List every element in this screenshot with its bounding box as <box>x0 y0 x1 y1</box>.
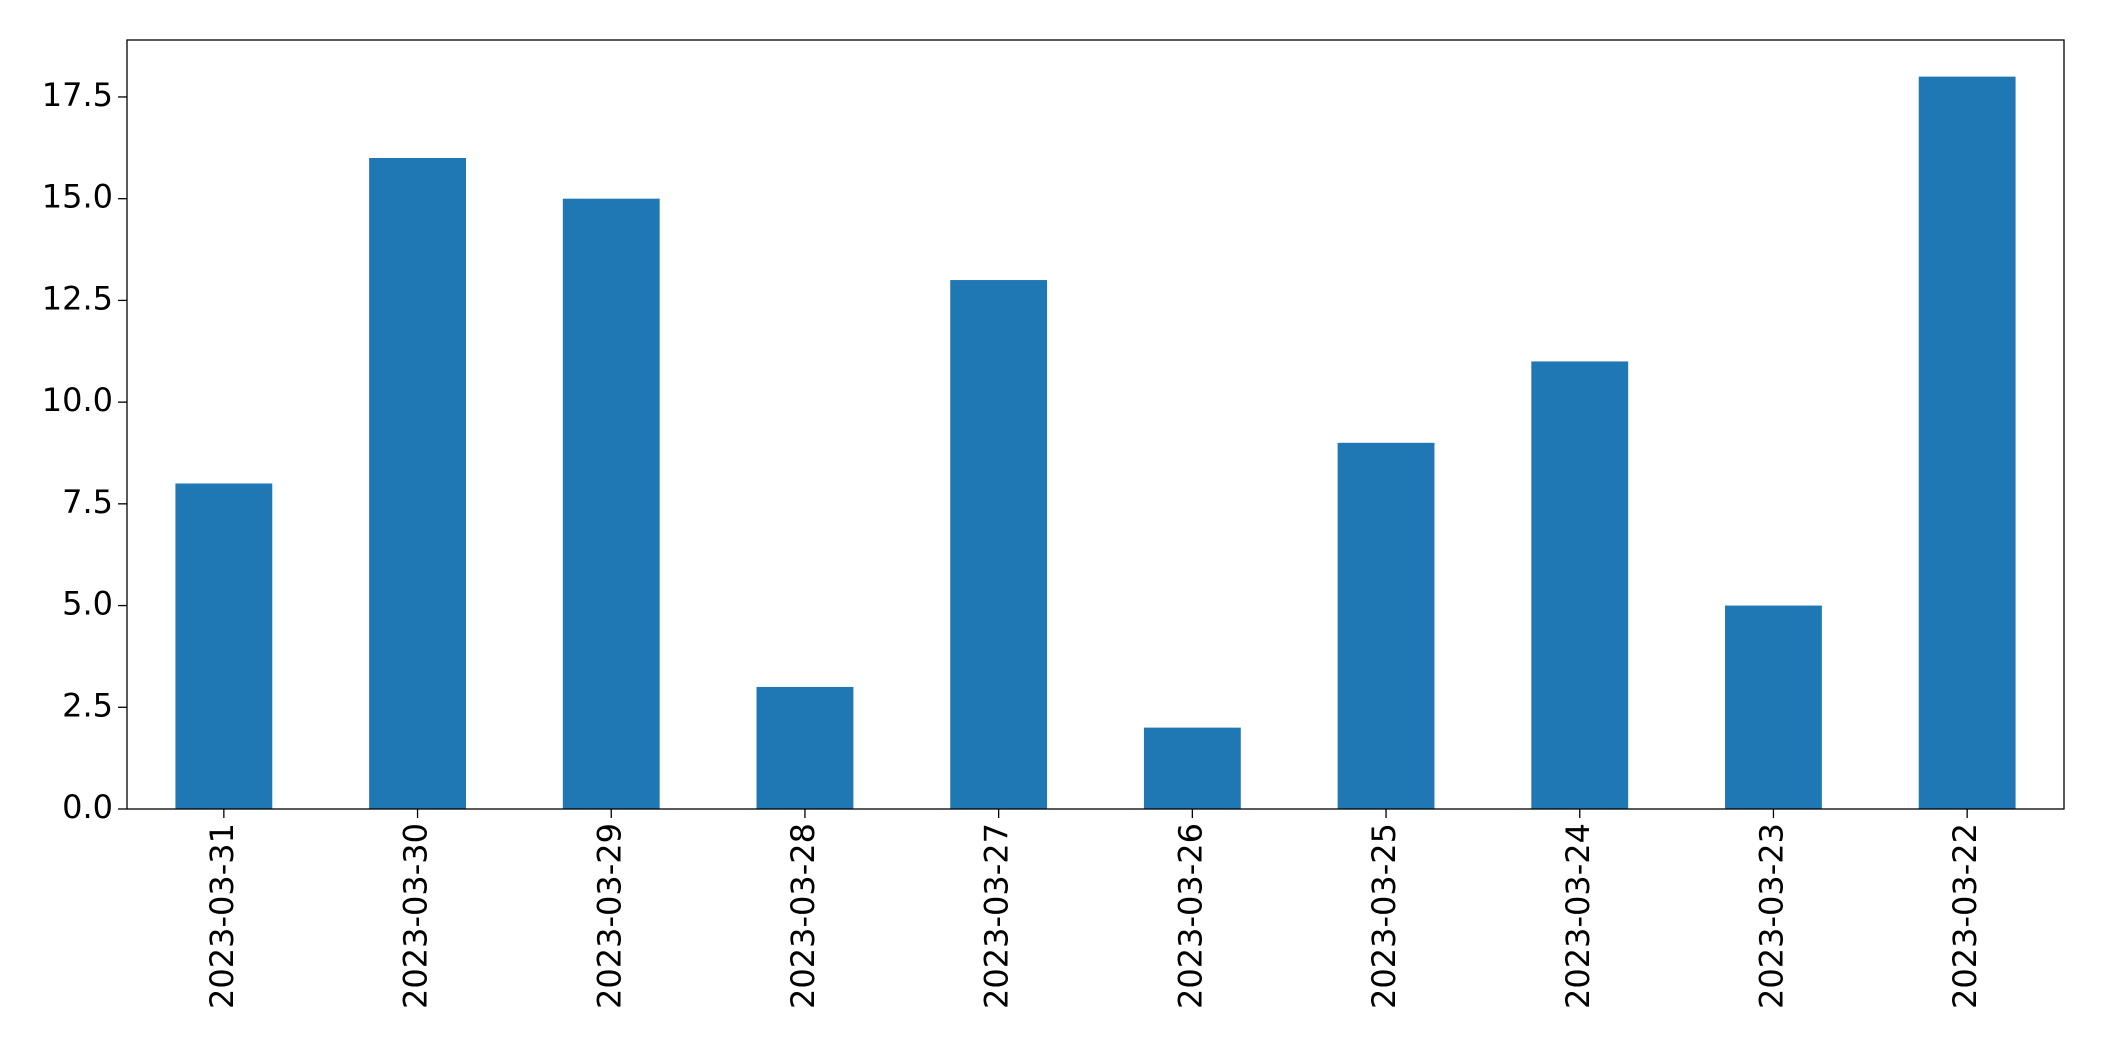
plot-frame <box>126 39 2065 810</box>
x-tick-label: 2023-03-29 <box>590 823 628 1009</box>
x-tick-label: 2023-03-23 <box>1752 823 1790 1009</box>
y-tick-label: 5.0 <box>62 585 113 623</box>
y-tick-label: 2.5 <box>62 686 113 724</box>
x-tick-label: 2023-03-27 <box>978 823 1016 1009</box>
bar <box>175 483 273 809</box>
bar <box>950 280 1048 809</box>
bar <box>1918 76 2016 810</box>
y-tick-label: 17.5 <box>42 76 113 114</box>
y-tick-label: 7.5 <box>62 483 113 521</box>
x-tick-label: 2023-03-24 <box>1559 823 1597 1009</box>
y-tick-label: 0.0 <box>62 788 113 826</box>
bar <box>1531 361 1629 809</box>
x-tick-label: 2023-03-28 <box>784 823 822 1009</box>
x-tick-label: 2023-03-26 <box>1171 823 1209 1009</box>
x-tick-label: 2023-03-30 <box>397 823 435 1009</box>
bar <box>756 686 854 809</box>
bar <box>369 157 466 810</box>
y-tick-label: 15.0 <box>42 178 113 216</box>
x-tick-label: 2023-03-22 <box>1946 823 1984 1009</box>
bar <box>1725 605 1822 809</box>
y-tick-label: 12.5 <box>42 279 113 317</box>
bar <box>1337 442 1435 809</box>
bar <box>1143 727 1241 809</box>
y-tick-label: 10.0 <box>42 381 113 419</box>
x-tick-label: 2023-03-25 <box>1365 823 1403 1009</box>
x-tick-label: 2023-03-31 <box>203 823 241 1009</box>
bar <box>562 198 660 809</box>
